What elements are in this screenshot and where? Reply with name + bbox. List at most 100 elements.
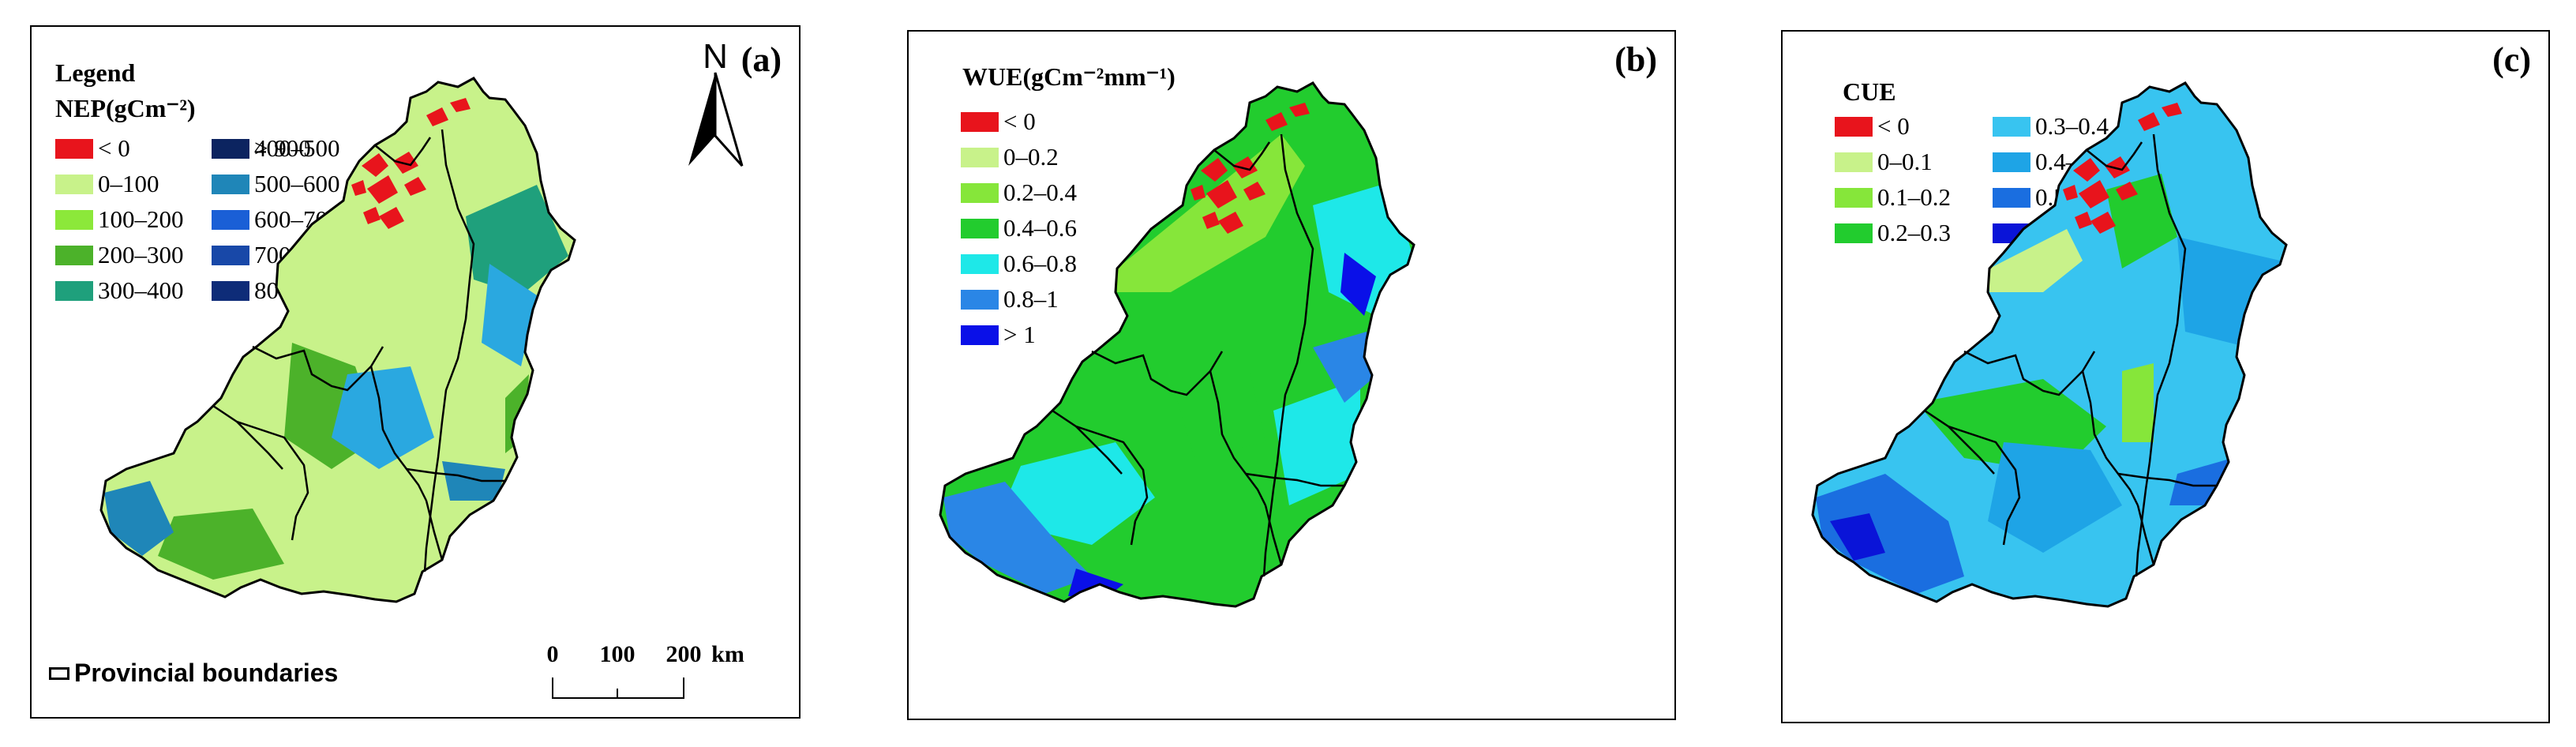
negative-value-patch (1206, 180, 1237, 208)
boundary-swatch (49, 666, 69, 680)
study-region (939, 81, 1415, 608)
region-outline (1811, 81, 2288, 608)
negative-value-patch (1289, 103, 1310, 117)
negative-value-patch (2162, 103, 2182, 117)
provincial-boundary (1948, 426, 1995, 475)
legend-label: 0.4–0.6 (1003, 214, 1077, 242)
legend-label: 0.1–0.2 (1877, 183, 1951, 211)
negative-value-patch (2073, 158, 2100, 182)
legend-swatch (55, 245, 93, 265)
legend-label: 100–200 (98, 205, 184, 233)
scale-tick-0: 0 (547, 641, 559, 667)
provincial-boundary (1075, 426, 1123, 475)
legend-item: 0–0.2 (961, 141, 1059, 173)
region-outline (939, 81, 1415, 608)
legend-swatch (1835, 116, 1873, 137)
provincial-boundary (236, 421, 283, 470)
scale-line (552, 678, 684, 699)
legend-item: > 900 (212, 133, 311, 164)
legend-title: NEP(gCm⁻²) (55, 94, 196, 122)
provincial-boundary (1264, 505, 1283, 565)
negative-value-patch (404, 177, 426, 196)
panel-a: (a) Legend NEP(gCm⁻²) < 0 0–100 100–200 200… (30, 25, 801, 719)
scale-tick-200: 200 (666, 641, 702, 667)
legend-item: < 0 (55, 133, 130, 164)
class-zone (1313, 332, 1372, 403)
legend-item: 0.6–0.8 (961, 248, 1077, 280)
legend-swatch (55, 209, 93, 230)
legend-item: 0.2–0.3 (1835, 217, 1951, 249)
negative-value-patch (379, 207, 404, 229)
legend-label: 0.8–1 (1003, 285, 1059, 313)
panel-label: (b) (1614, 40, 1657, 79)
provincial-boundary (2081, 370, 2139, 506)
legend-title: CUE (1843, 77, 1896, 106)
provincial-boundary (1262, 133, 1314, 577)
legend-swatch (961, 111, 999, 132)
negative-value-patch (1243, 182, 1266, 201)
provincial-boundary (2117, 472, 2217, 487)
class-zone (158, 509, 284, 580)
legend-swatch (212, 280, 249, 301)
legend-label: 0–0.1 (1877, 148, 1933, 175)
nep-map (99, 77, 576, 603)
legend-swatch (1993, 187, 2030, 208)
provincial-boundary (252, 345, 384, 392)
negative-value-patch (1218, 212, 1243, 234)
panel-b: (b) WUE(gCm⁻²mm⁻¹) < 0 0–0.2 0.2–0.4 0.4–0.… (907, 30, 1676, 720)
legend-label: 0–0.2 (1003, 143, 1059, 171)
provincial-boundary (1963, 350, 2096, 396)
legend-item: > 1 (961, 319, 1036, 351)
class-zone (1273, 379, 1360, 505)
provincial-boundary (1209, 370, 1267, 506)
legend-swatch (212, 174, 249, 194)
class-zone (1988, 442, 2122, 553)
negative-value-patch (1202, 212, 1220, 229)
provincial-boundary (2136, 505, 2155, 565)
negative-value-patch (2105, 156, 2130, 178)
panel-label: (a) (741, 40, 782, 79)
legend-swatch (961, 289, 999, 310)
region-outline (99, 77, 576, 603)
class-zone (104, 481, 174, 556)
study-region (1811, 81, 2288, 608)
provincial-boundary (1245, 472, 1344, 487)
legend-swatch (212, 138, 249, 159)
legend-item: 300–400 (55, 275, 184, 306)
provincial-boundary (406, 467, 505, 482)
legend-item: 0–0.1 (1835, 146, 1933, 178)
class-zones (1813, 83, 2286, 606)
panel-c: (c) CUE < 0 0–0.1 0.1–0.2 0.2–0.3 0.3–0.4 0.4… (1781, 30, 2550, 723)
legend-swatch (1993, 116, 2030, 137)
negative-value-patch (2079, 180, 2109, 208)
legend-label: 300–400 (98, 276, 184, 304)
legend-item: 0.8–1 (961, 283, 1059, 315)
provincial-boundary (212, 404, 309, 541)
legend-swatch (1835, 223, 1873, 243)
provincial-boundary (423, 129, 475, 572)
class-zone (1117, 134, 1305, 292)
legend-label: 0.3–0.4 (2035, 112, 2109, 140)
north-arrow-left (688, 73, 715, 166)
class-zone (1816, 474, 1964, 594)
north-label: N (703, 37, 728, 76)
provincial-boundary (1213, 141, 1271, 171)
legend-item: 200–300 (55, 239, 184, 271)
negative-value-patch (2138, 112, 2160, 131)
negative-value-patch (362, 153, 388, 177)
legend-swatch (961, 182, 999, 203)
negative-value-patch (393, 152, 418, 174)
provincial-boundary (369, 366, 428, 501)
class-zone (1830, 513, 1885, 561)
provincial-boundary (425, 500, 444, 561)
legend-label: < 0 (1877, 112, 1910, 140)
legend-swatch (55, 174, 93, 194)
provincial-boundary (374, 137, 432, 167)
legend-item: 0–100 (55, 168, 159, 200)
scale-bar: 0 100 200 km (547, 641, 744, 699)
negative-value-patch (2090, 212, 2116, 234)
negative-value-patch (1266, 112, 1288, 131)
legend-swatch (961, 147, 999, 167)
class-zone (482, 264, 537, 366)
legend-label: 400–500 (254, 134, 340, 162)
